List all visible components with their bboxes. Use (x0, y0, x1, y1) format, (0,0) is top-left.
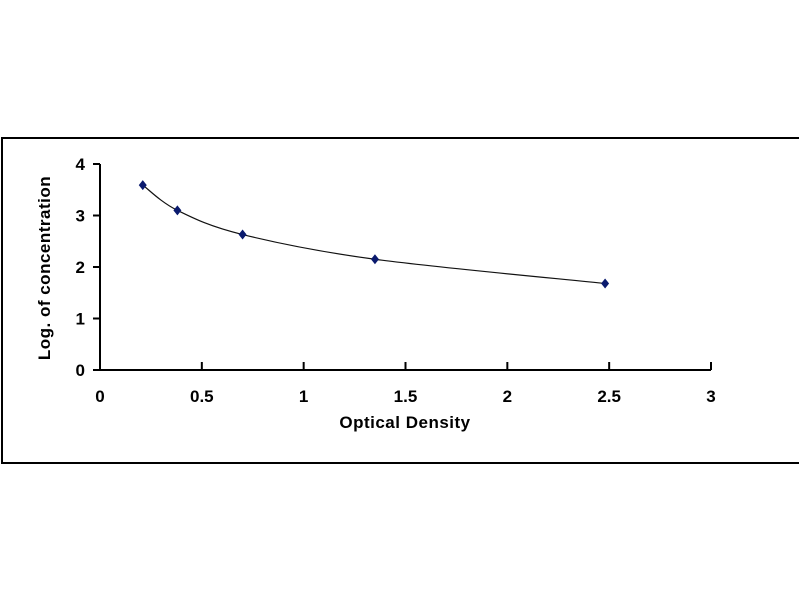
x-tick-label: 0 (95, 387, 104, 406)
y-axis-title: Log. of concentration (35, 176, 54, 360)
y-tick-label: 0 (76, 361, 85, 380)
x-tick-label: 3 (706, 387, 715, 406)
data-point (370, 254, 379, 265)
x-tick-label: 0.5 (190, 387, 214, 406)
data-point (238, 229, 247, 240)
data-point (173, 205, 182, 216)
data-point (138, 180, 147, 191)
y-tick-label: 4 (76, 155, 86, 174)
x-tick-label: 2 (503, 387, 512, 406)
x-tick-label: 1 (299, 387, 308, 406)
x-tick-label: 1.5 (394, 387, 418, 406)
y-tick-label: 2 (76, 258, 85, 277)
data-point (601, 278, 610, 289)
fit-curve (142, 184, 606, 285)
x-axis-title: Optical Density (339, 413, 470, 432)
chart-frame (1, 137, 799, 464)
x-tick-label: 2.5 (597, 387, 621, 406)
y-tick-label: 1 (76, 310, 85, 329)
y-tick-label: 3 (76, 207, 85, 226)
